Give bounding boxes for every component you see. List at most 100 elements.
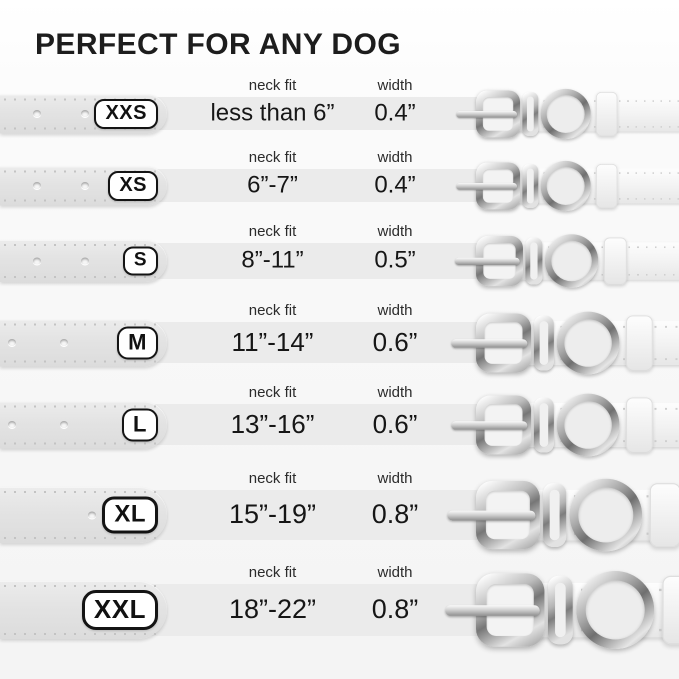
d-ring-hole	[564, 318, 612, 367]
collar-buckle-photo	[447, 477, 679, 554]
size-badge-label: L	[133, 411, 147, 436]
buckle-pin	[445, 605, 540, 616]
neck-fit-column: neck fit 18”-22”	[190, 564, 355, 636]
neck-fit-column: neck fit 13”-16”	[190, 384, 355, 445]
buckle-pin	[454, 257, 520, 266]
strap-hole	[81, 182, 89, 189]
metal-keeper-hole	[539, 402, 549, 447]
metal-keeper	[533, 396, 554, 453]
width-value: 0.4”	[374, 170, 416, 198]
strap-hole	[88, 511, 96, 519]
stitch-line	[4, 442, 157, 444]
metal-keeper-hole	[539, 320, 549, 365]
metal-keeper	[525, 237, 543, 285]
size-badge: S	[122, 246, 158, 276]
collar-buckle-photo	[456, 87, 679, 140]
d-ring-hole	[585, 580, 645, 640]
neck-fit-value: 18”-22”	[228, 593, 317, 624]
size-badge-label: XS	[119, 173, 147, 196]
neck-fit-column: neck fit 15”-19”	[190, 470, 355, 540]
d-ring	[540, 88, 591, 139]
width-column: width 0.5”	[345, 223, 445, 279]
stitch-line	[501, 197, 679, 200]
buckle-pin	[451, 420, 528, 430]
metal-keeper-hole	[555, 582, 566, 638]
neck-fit-value: 8”-11”	[241, 246, 304, 274]
size-badge-label: M	[128, 329, 147, 354]
metal-keeper	[547, 575, 573, 645]
width-column: width 0.6”	[345, 302, 445, 363]
neck-fit-value: 13”-16”	[230, 408, 315, 439]
d-ring	[576, 571, 655, 649]
size-row-xxs: XXS neck fit less than 6” width 0.4”	[0, 77, 679, 139]
neck-fit-label: neck fit	[248, 384, 297, 401]
stitch-line	[4, 491, 157, 493]
d-ring-hole	[578, 487, 634, 543]
leather-keeper-loop	[596, 163, 618, 208]
metal-keeper-hole	[549, 489, 560, 541]
width-column: width 0.6”	[345, 384, 445, 445]
size-row-xs: XS neck fit 6”-7” width 0.4”	[0, 149, 679, 211]
stitch-line	[4, 199, 157, 201]
strap-hole	[60, 421, 68, 428]
width-label: width	[377, 384, 413, 401]
stitch-line	[4, 170, 157, 172]
neck-fit-value: 15”-19”	[228, 498, 317, 529]
neck-fit-value: 6”-7”	[247, 170, 298, 198]
strap-hole	[81, 110, 89, 117]
neck-fit-label: neck fit	[248, 302, 297, 319]
width-value: 0.6”	[372, 408, 418, 439]
stitch-line	[4, 98, 157, 100]
neck-fit-label: neck fit	[248, 77, 297, 94]
strap-hole	[60, 339, 68, 346]
metal-keeper	[522, 91, 539, 136]
stitch-line	[4, 633, 157, 635]
neck-fit-value: 11”-14”	[231, 326, 314, 357]
d-ring	[540, 160, 591, 211]
strap-hole	[33, 182, 41, 189]
strap-hole	[33, 257, 41, 265]
metal-keeper-hole	[530, 242, 538, 280]
size-badge: M	[117, 326, 158, 359]
collar-buckle-photo	[454, 233, 679, 290]
width-label: width	[377, 302, 413, 319]
stitch-line	[4, 244, 157, 246]
d-ring	[544, 234, 599, 288]
metal-keeper	[533, 314, 554, 371]
width-column: width 0.8”	[345, 564, 445, 636]
size-badge-label: XL	[114, 500, 146, 528]
neck-fit-label: neck fit	[248, 470, 297, 487]
metal-keeper	[522, 163, 539, 208]
size-badge-label: XXL	[93, 594, 146, 624]
leather-keeper-loop	[626, 396, 653, 453]
stitch-line	[4, 323, 157, 325]
leather-keeper-loop	[649, 483, 679, 547]
width-column: width 0.8”	[345, 470, 445, 540]
size-row-xxl: XXL neck fit 18”-22” width 0.8”	[0, 564, 679, 649]
width-label: width	[377, 149, 413, 166]
neck-fit-label: neck fit	[248, 149, 297, 166]
page-title: PERFECT FOR ANY DOG	[35, 28, 401, 61]
size-badge: XL	[102, 496, 158, 534]
buckle-pin	[456, 110, 518, 118]
metal-keeper-hole	[526, 168, 534, 203]
neck-fit-value: less than 6”	[210, 98, 335, 126]
d-ring-hole	[546, 94, 585, 133]
stitch-line	[4, 537, 157, 539]
width-value: 0.8”	[371, 593, 419, 624]
width-label: width	[377, 470, 413, 487]
size-row-xl: XL neck fit 15”-19” width 0.8”	[0, 470, 679, 552]
size-badge: XXL	[81, 590, 158, 630]
width-column: width 0.4”	[345, 77, 445, 130]
leather-keeper-loop	[662, 575, 679, 645]
width-label: width	[377, 223, 413, 240]
leather-keeper-loop	[626, 314, 653, 371]
d-ring	[556, 311, 620, 374]
neck-fit-column: neck fit 6”-7”	[190, 149, 355, 202]
neck-fit-column: neck fit 8”-11”	[190, 223, 355, 279]
width-column: width 0.4”	[345, 149, 445, 202]
size-badge: L	[122, 408, 158, 441]
size-badge-label: XXS	[105, 101, 147, 124]
size-row-m: M neck fit 11”-14” width 0.6”	[0, 302, 679, 374]
leather-keeper-loop	[603, 237, 627, 285]
